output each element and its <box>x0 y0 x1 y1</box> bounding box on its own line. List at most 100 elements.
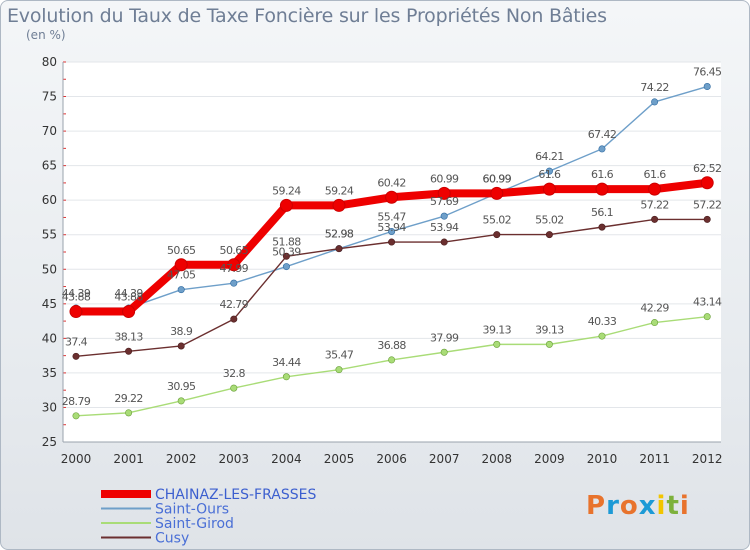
data-point <box>335 366 343 374</box>
data-label: 61.6 <box>591 168 614 181</box>
data-label: 57.69 <box>430 195 459 208</box>
data-label: 74.22 <box>640 81 669 94</box>
data-label: 62.52 <box>693 162 722 175</box>
data-point <box>598 145 606 153</box>
data-point <box>700 176 714 190</box>
data-point <box>598 223 606 231</box>
data-label: 55.02 <box>535 214 564 227</box>
data-point <box>440 348 448 356</box>
y-tick-label: 75 <box>42 90 57 104</box>
logo-letter: i <box>656 491 667 521</box>
x-tick-label: 2012 <box>692 452 723 466</box>
data-label: 42.79 <box>220 298 249 311</box>
data-point <box>598 332 606 340</box>
data-label: 55.47 <box>377 210 406 223</box>
data-point <box>648 182 662 196</box>
x-tick-label: 2001 <box>113 452 144 466</box>
chart-subtitle: (en %) <box>26 28 66 42</box>
legend-label: Saint-Girod <box>155 516 234 532</box>
data-point <box>69 305 83 319</box>
x-tick-label: 2002 <box>166 452 197 466</box>
data-point <box>703 313 711 321</box>
data-label: 28.79 <box>62 395 91 408</box>
data-point <box>227 258 241 272</box>
data-point <box>72 352 80 360</box>
x-tick-label: 2008 <box>482 452 513 466</box>
data-label: 38.13 <box>114 330 143 343</box>
data-label: 47.99 <box>220 262 249 275</box>
data-point <box>125 347 133 355</box>
legend-label: Saint-Ours <box>155 502 229 518</box>
data-point <box>595 182 609 196</box>
y-tick-label: 70 <box>42 124 57 138</box>
data-point <box>545 167 553 175</box>
data-point <box>125 409 133 417</box>
data-point <box>703 83 711 91</box>
logo-letter: t <box>666 491 680 521</box>
data-label: 60.99 <box>483 172 512 185</box>
data-label: 42.29 <box>640 302 669 315</box>
y-tick-label: 65 <box>42 159 57 173</box>
data-label: 34.44 <box>272 356 301 369</box>
data-point <box>651 98 659 106</box>
data-point <box>177 342 185 350</box>
data-label: 59.24 <box>272 184 301 197</box>
data-point <box>545 231 553 239</box>
data-label: 30.95 <box>167 380 196 393</box>
y-tick-label: 60 <box>42 193 57 207</box>
logo-letter: o <box>619 491 639 521</box>
chart-title: Evolution du Taux de Taxe Foncière sur l… <box>7 5 607 27</box>
x-tick-label: 2000 <box>61 452 92 466</box>
x-tick-label: 2005 <box>324 452 355 466</box>
data-label: 64.21 <box>535 150 564 163</box>
data-point <box>282 263 290 271</box>
y-tick-label: 50 <box>42 262 57 276</box>
y-tick-label: 80 <box>42 55 57 69</box>
data-label: 61.6 <box>644 168 667 181</box>
data-point <box>282 373 290 381</box>
data-label: 55.02 <box>483 214 512 227</box>
logo-letter: i <box>679 491 690 521</box>
data-point <box>542 182 556 196</box>
legend-label: Cusy <box>155 531 189 547</box>
x-tick-label: 2009 <box>534 452 565 466</box>
data-label: 57.22 <box>693 198 722 211</box>
data-label: 76.45 <box>693 66 722 79</box>
data-point <box>703 215 711 223</box>
data-label: 60.99 <box>483 172 512 185</box>
data-point <box>174 258 188 272</box>
data-label: 53.94 <box>377 221 406 234</box>
data-point <box>177 397 185 405</box>
data-label: 50.65 <box>167 244 196 257</box>
y-tick-label: 55 <box>42 228 57 242</box>
data-label: 52.98 <box>325 228 354 241</box>
data-point <box>493 231 501 239</box>
x-tick-label: 2003 <box>219 452 250 466</box>
data-label: 37.4 <box>65 335 88 348</box>
data-label: 50.39 <box>272 246 301 259</box>
data-label: 37.99 <box>430 331 459 344</box>
data-label: 67.42 <box>588 128 617 141</box>
logo-letter: r <box>606 491 620 521</box>
data-point <box>385 190 399 204</box>
x-tick-label: 2006 <box>376 452 407 466</box>
logo-letter: P <box>586 491 607 521</box>
y-tick-label: 45 <box>42 297 57 311</box>
data-point <box>388 238 396 246</box>
data-label: 52.98 <box>325 228 354 241</box>
logo-letter: x <box>638 491 657 521</box>
data-label: 35.47 <box>325 349 354 362</box>
data-point <box>177 286 185 294</box>
data-point <box>388 227 396 235</box>
data-point <box>440 212 448 220</box>
data-label: 60.42 <box>377 176 406 189</box>
data-point <box>72 412 80 420</box>
data-point <box>545 340 553 348</box>
data-point <box>651 215 659 223</box>
x-tick-label: 2007 <box>429 452 460 466</box>
data-point <box>651 319 659 327</box>
data-label: 57.22 <box>640 198 669 211</box>
data-label: 51.88 <box>272 235 301 248</box>
